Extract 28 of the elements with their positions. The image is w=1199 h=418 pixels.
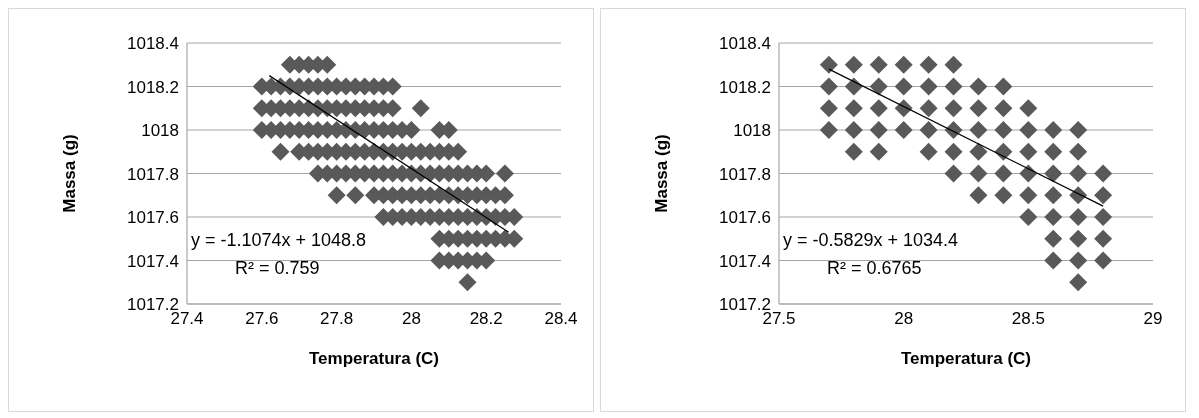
x-tick-label: 28.2 [469,309,503,329]
y-tick-label: 1018 [733,121,771,141]
x-axis-title: Temperatura (C) [308,349,440,368]
y-tick-label: 1017.6 [719,208,771,228]
x-tick-label: 28.4 [544,309,578,329]
x-axis-title: Temperatura (C) [900,349,1032,368]
x-tick-label: 28.5 [1011,309,1045,329]
y-tick-label: 1018.4 [719,34,771,54]
y-tick-label: 1018.4 [127,34,179,54]
x-tick-label: 27.6 [245,309,279,329]
y-tick-label: 1017.8 [719,164,771,184]
y-tick-label: 1018.2 [127,77,179,97]
annotation: y = -0.5829x + 1034.4 [783,229,959,251]
y-tick-label: 1017.6 [127,208,179,228]
annotation: y = -1.1074x + 1048.8 [191,229,367,251]
annotation: R² = 0.759 [235,257,320,279]
y-axis-title: Massa (g) [60,134,80,213]
y-tick-label: 1017.8 [127,164,179,184]
annotation: R² = 0.6765 [827,257,922,279]
y-tick-label: 1018 [141,121,179,141]
x-tick-label: 28 [401,309,421,329]
x-tick-label: 27.8 [320,309,354,329]
x-tick-label: 28 [894,309,914,329]
x-tick-label: 29 [1143,309,1163,329]
y-axis-title: Massa (g) [652,134,672,213]
y-tick-label: 1017.4 [127,251,179,271]
y-tick-label: 1017.4 [719,251,771,271]
y-tick-label: 1018.2 [719,77,771,97]
